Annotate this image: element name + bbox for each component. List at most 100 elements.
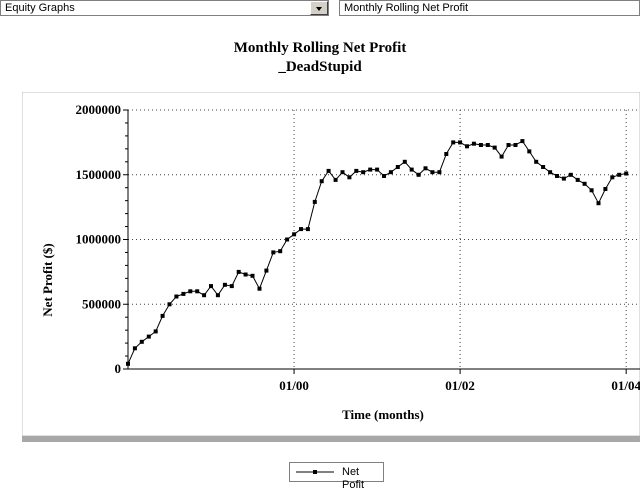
data-point <box>139 339 144 344</box>
data-point <box>416 172 421 177</box>
data-point <box>340 170 345 175</box>
data-point <box>347 175 352 180</box>
data-point <box>160 313 165 318</box>
data-point <box>485 143 490 147</box>
chart-panel: 0 500000 1000000 1500000 2000000 01/00 01/02 0… <box>21 91 640 444</box>
data-point <box>264 268 269 273</box>
data-point <box>368 167 373 172</box>
chart-subtitle: _DeadStupid <box>278 59 362 75</box>
chart-frame-shadow <box>22 436 640 442</box>
legend: Net Pofit <box>289 462 384 491</box>
dropdown-button[interactable] <box>310 1 328 15</box>
graph-name-value: Monthly Rolling Net Profit <box>344 2 469 14</box>
data-point <box>603 187 608 191</box>
y-tick-label: 1500000 <box>76 167 122 182</box>
data-point <box>582 181 587 186</box>
data-point <box>126 361 130 366</box>
graph-type-dropdown[interactable]: Equity Graphs <box>0 0 329 16</box>
data-point <box>215 293 220 298</box>
data-point <box>188 289 193 294</box>
chevron-down-icon <box>316 7 322 11</box>
data-point <box>492 145 497 150</box>
data-point <box>506 143 511 147</box>
y-tick-label: 1000000 <box>76 232 122 247</box>
data-point <box>423 166 428 171</box>
data-point <box>209 284 213 289</box>
data-point <box>437 170 442 175</box>
data-point <box>174 294 179 299</box>
data-point <box>568 172 573 177</box>
data-point <box>146 334 151 339</box>
data-point <box>326 168 331 173</box>
x-tick-label: 01/02 <box>445 378 475 393</box>
data-point <box>285 237 290 242</box>
data-point <box>243 272 248 277</box>
data-point <box>596 201 601 206</box>
data-point <box>589 188 594 193</box>
graph-name-field[interactable]: Monthly Rolling Net Profit <box>339 0 640 16</box>
y-tick-label: 2000000 <box>76 102 122 117</box>
data-point <box>458 140 463 145</box>
data-point <box>361 170 366 175</box>
data-point <box>478 143 483 147</box>
data-point <box>354 168 359 173</box>
data-point <box>181 291 186 296</box>
data-point <box>395 165 400 169</box>
data-point <box>555 174 559 178</box>
data-point <box>444 152 449 156</box>
data-point <box>305 227 310 232</box>
data-point <box>617 172 622 177</box>
data-point <box>250 273 255 278</box>
data-point <box>624 171 629 176</box>
data-point <box>153 329 158 334</box>
data-point <box>299 227 303 232</box>
data-point <box>222 282 227 287</box>
x-axis-label: Time (months) <box>342 407 424 422</box>
graph-type-value: Equity Graphs <box>5 2 75 14</box>
data-point <box>236 269 241 274</box>
legend-marker <box>296 470 334 474</box>
data-point <box>402 159 407 164</box>
data-point <box>471 141 476 146</box>
data-point <box>292 232 297 237</box>
chart-frame <box>21 91 640 437</box>
data-point <box>382 174 386 178</box>
data-point <box>202 293 207 298</box>
data-point <box>430 170 435 175</box>
y-tick-label: 500000 <box>82 296 121 311</box>
data-point <box>278 249 283 254</box>
data-point <box>610 175 615 180</box>
series-group <box>126 139 629 366</box>
x-tick-label: 01/04 <box>611 378 640 393</box>
data-point <box>561 176 566 181</box>
data-point <box>312 199 317 204</box>
data-point <box>375 167 380 172</box>
y-ticks: 0 500000 1000000 1500000 2000000 <box>76 102 128 376</box>
chart-title: Monthly Rolling Net Profit <box>233 40 407 56</box>
data-point <box>513 143 518 147</box>
data-point <box>548 170 553 175</box>
toolbar: Equity Graphs Monthly Rolling Net Profit <box>0 0 640 18</box>
data-point <box>499 154 504 159</box>
y-tick-label: 0 <box>115 361 122 376</box>
y-axis-label: Net Profit ($) <box>40 243 55 316</box>
data-point <box>534 159 539 164</box>
data-point <box>257 286 262 291</box>
x-ticks: 01/00 01/02 01/04 <box>279 369 640 393</box>
data-point <box>527 149 532 154</box>
x-tick-label: 01/00 <box>279 378 309 393</box>
legend-label: Net Pofit <box>342 466 365 491</box>
data-point <box>388 170 393 175</box>
data-point <box>167 302 172 307</box>
data-point <box>541 165 546 169</box>
data-point <box>333 177 338 182</box>
data-point <box>229 284 234 289</box>
data-point <box>575 177 580 182</box>
data-point <box>409 167 414 172</box>
data-point <box>451 140 456 145</box>
data-point <box>271 250 276 255</box>
data-point <box>195 289 200 294</box>
data-point <box>319 179 324 184</box>
data-point <box>465 144 469 149</box>
